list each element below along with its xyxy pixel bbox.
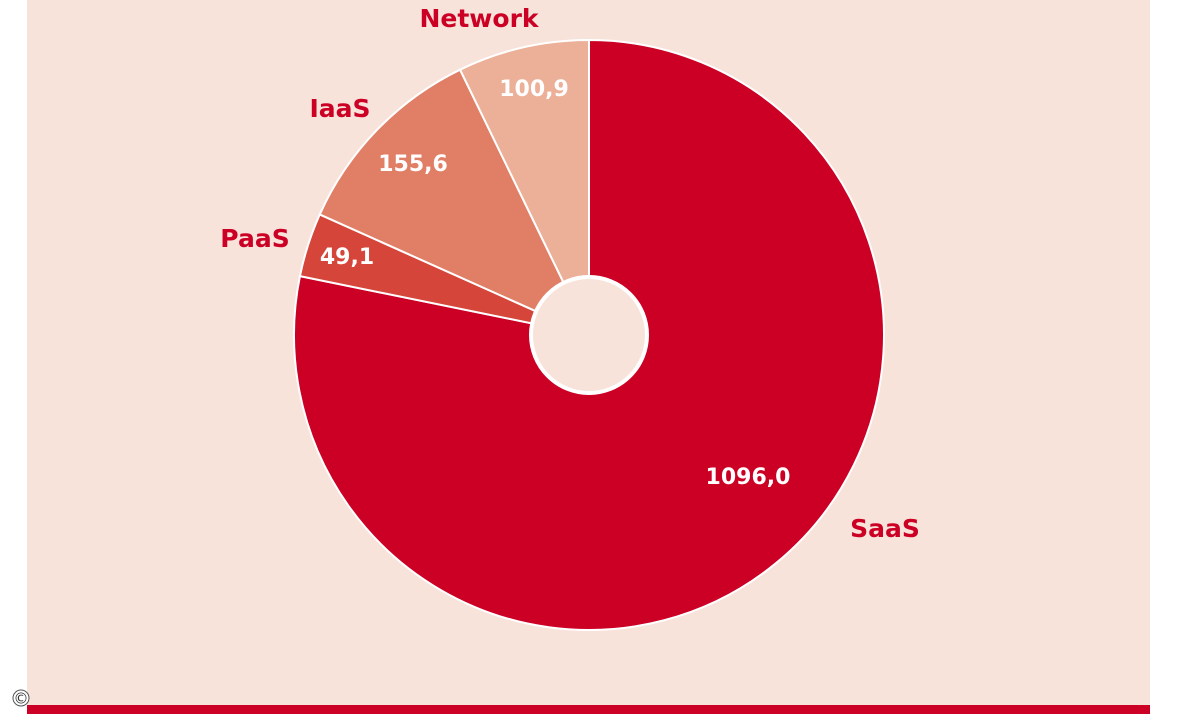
category-label: IaaS [309, 94, 370, 123]
copyright-badge [12, 689, 30, 707]
bottom-rule [27, 705, 1150, 714]
value-label: 155,6 [378, 152, 448, 177]
value-label: 49,1 [320, 245, 374, 270]
donut-hole [529, 275, 649, 395]
category-label: Network [419, 4, 539, 33]
category-label: SaaS [850, 514, 920, 543]
value-label: 100,9 [499, 77, 569, 102]
category-label: PaaS [220, 224, 289, 253]
value-label: 1096,0 [706, 465, 791, 490]
copyright: © [14, 690, 29, 708]
